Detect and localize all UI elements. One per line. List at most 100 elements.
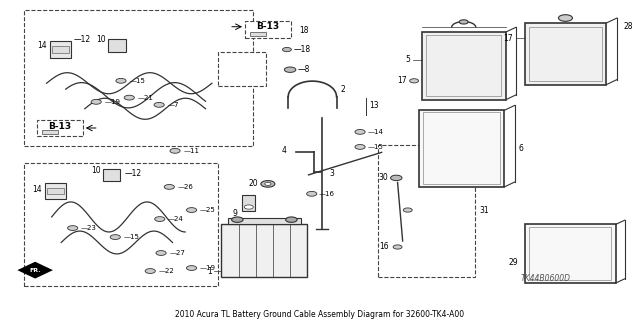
Circle shape (355, 145, 365, 149)
Bar (228, 218, 301, 225)
Text: 18: 18 (299, 26, 308, 35)
Bar (37, 120, 83, 136)
Text: 6: 6 (518, 144, 524, 153)
Bar (422, 32, 506, 100)
Circle shape (116, 78, 126, 83)
Text: 3: 3 (330, 169, 335, 178)
Text: —15: —15 (129, 78, 145, 84)
Circle shape (232, 217, 243, 222)
Text: 9: 9 (232, 209, 237, 218)
Bar (24, 163, 218, 286)
Text: —18: —18 (293, 45, 310, 54)
Text: TK44B0600D: TK44B0600D (521, 274, 571, 283)
Text: —15: —15 (368, 144, 383, 150)
Text: 16: 16 (379, 242, 388, 251)
Bar (50, 41, 71, 58)
Bar (24, 10, 253, 146)
Bar (52, 46, 69, 53)
Bar (423, 112, 500, 184)
Bar (525, 23, 606, 85)
Bar (108, 39, 126, 52)
Text: 29: 29 (509, 258, 518, 267)
Polygon shape (17, 262, 53, 278)
Text: B-13: B-13 (256, 22, 280, 31)
Circle shape (124, 95, 134, 100)
Text: —12: —12 (74, 35, 91, 44)
Circle shape (145, 269, 156, 273)
Text: —26: —26 (177, 184, 193, 190)
Text: —21: —21 (138, 95, 154, 101)
Bar (47, 189, 64, 194)
Text: 31: 31 (479, 205, 488, 215)
Bar (245, 21, 291, 38)
Text: —12: —12 (124, 169, 141, 178)
Text: 10: 10 (96, 35, 106, 44)
Text: —15: —15 (124, 234, 140, 240)
Text: —7: —7 (168, 102, 179, 108)
Text: 10: 10 (91, 167, 100, 175)
Text: —16: —16 (319, 191, 335, 197)
Text: 1: 1 (207, 267, 212, 276)
Bar (45, 183, 66, 199)
Text: 5: 5 (405, 56, 410, 64)
Bar (529, 227, 611, 280)
Text: 28: 28 (623, 22, 633, 31)
Circle shape (460, 20, 468, 24)
Text: B-13: B-13 (49, 122, 72, 131)
Text: 30: 30 (378, 174, 388, 182)
Circle shape (186, 208, 196, 212)
Circle shape (164, 184, 174, 189)
Text: —25: —25 (200, 207, 216, 213)
Text: —8: —8 (298, 65, 310, 74)
Circle shape (282, 48, 291, 52)
Circle shape (261, 181, 275, 187)
Text: —19: —19 (200, 265, 216, 271)
Circle shape (110, 235, 120, 240)
Circle shape (156, 251, 166, 256)
Text: 2010 Acura TL Battery Ground Cable Assembly Diagram for 32600-TK4-A00: 2010 Acura TL Battery Ground Cable Assem… (175, 310, 465, 319)
Bar (42, 130, 58, 134)
Text: 20: 20 (249, 179, 259, 189)
Circle shape (91, 100, 101, 104)
Circle shape (265, 182, 271, 185)
Circle shape (186, 266, 196, 271)
Bar (419, 110, 504, 187)
Bar (243, 195, 255, 211)
Circle shape (403, 208, 412, 212)
Text: —22: —22 (159, 268, 174, 274)
Text: FR.: FR. (29, 268, 41, 273)
Circle shape (154, 102, 164, 107)
Circle shape (170, 148, 180, 153)
Text: 17: 17 (504, 33, 513, 43)
Circle shape (559, 15, 572, 21)
Bar (529, 27, 602, 81)
Text: —23: —23 (81, 225, 97, 231)
Circle shape (410, 79, 419, 83)
Circle shape (244, 205, 253, 209)
Circle shape (68, 226, 77, 230)
Text: 14: 14 (38, 41, 47, 50)
Text: 2: 2 (340, 85, 345, 94)
Circle shape (355, 130, 365, 134)
Circle shape (390, 175, 402, 181)
Bar (218, 52, 266, 86)
Circle shape (155, 217, 165, 221)
Circle shape (284, 67, 296, 72)
Circle shape (285, 217, 297, 222)
Text: —11: —11 (183, 148, 199, 154)
Text: 14: 14 (33, 185, 42, 194)
Text: —14: —14 (368, 129, 383, 135)
Text: 17: 17 (397, 76, 407, 85)
Bar (250, 32, 266, 36)
Text: —27: —27 (170, 250, 185, 256)
Circle shape (393, 245, 402, 249)
Circle shape (307, 191, 317, 196)
Text: —19: —19 (104, 99, 120, 105)
Bar (221, 225, 307, 277)
Bar (378, 145, 475, 277)
Text: 4: 4 (282, 146, 286, 155)
Bar (102, 169, 120, 181)
Text: 13: 13 (369, 101, 380, 110)
Bar (525, 225, 616, 283)
Text: —24: —24 (168, 216, 184, 222)
